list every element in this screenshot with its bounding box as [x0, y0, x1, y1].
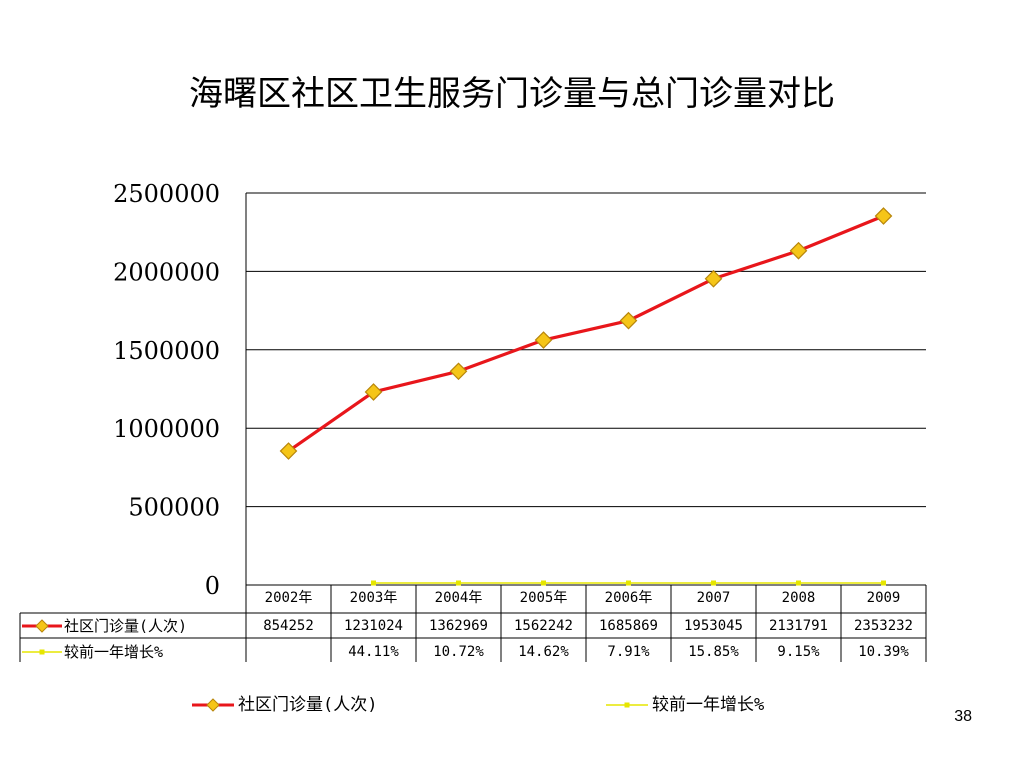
page-number: 38 — [954, 708, 972, 725]
visits-point — [534, 331, 553, 349]
x-tick-label: 2006年 — [604, 590, 653, 606]
y-tick-label: 2500000 — [113, 180, 220, 208]
y-tick-label: 500000 — [128, 494, 220, 522]
x-tick-label: 2003年 — [349, 590, 398, 606]
series-label-visits: 社区门诊量(人次) — [64, 617, 188, 635]
x-tick-label: 2007 — [696, 590, 731, 606]
y-tick-label: 1500000 — [113, 337, 220, 365]
table-header-row: 2002年 2003年 2004年 2005年 2006年 2007 2008 2009 — [20, 585, 926, 611]
legend-marker — [39, 649, 45, 655]
legend-key-growth — [606, 702, 648, 708]
y-tick-label: 0 — [205, 572, 220, 600]
y-tick-label: 1000000 — [113, 415, 220, 443]
legend-label-growth: 较前一年增长% — [652, 695, 765, 715]
growth-point — [456, 580, 461, 586]
data-label-visits: 2131791 — [768, 618, 828, 634]
visits-point — [364, 383, 383, 401]
data-label-growth: 9.15% — [777, 644, 820, 660]
y-tick-label: 2000000 — [113, 258, 220, 286]
data-label-visits: 1562242 — [513, 618, 573, 634]
x-tick-label: 2004年 — [434, 590, 483, 606]
growth-legend-key — [22, 649, 62, 655]
legend-item-visits: 社区门诊量(人次) — [190, 692, 510, 718]
data-label-growth: 10.72% — [433, 644, 484, 660]
data-label-visits: 1953045 — [683, 618, 743, 634]
legend-key-visits — [192, 698, 234, 712]
x-tick-label: 2002年 — [264, 590, 313, 606]
data-label-growth: 14.62% — [518, 644, 569, 660]
data-label-growth: 44.11% — [348, 644, 399, 660]
x-tick-label: 2005年 — [519, 590, 568, 606]
data-label-growth: 15.85% — [688, 644, 739, 660]
visits-point — [704, 269, 723, 288]
growth-point — [541, 580, 546, 586]
growth-point — [796, 580, 801, 586]
data-label-visits: 1685869 — [598, 618, 658, 634]
visits-point — [279, 442, 298, 460]
data-label-visits: 854252 — [263, 618, 314, 634]
data-table: 2002年 2003年 2004年 2005年 2006年 2007 2008 2009 社区… — [20, 585, 926, 665]
data-label-visits: 2353232 — [853, 618, 913, 634]
legend-label-visits: 社区门诊量(人次) — [238, 695, 378, 715]
chart-title: 海曙区社区卫生服务门诊量与总门诊量对比 — [189, 74, 835, 114]
visits-series-line — [287, 214, 885, 453]
visits-point — [789, 241, 808, 260]
data-label-growth: 7.91% — [607, 644, 650, 660]
legend-marker — [206, 698, 220, 712]
growth-point — [626, 580, 631, 586]
data-label-visits: 1362969 — [428, 618, 488, 634]
series-label-growth: 较前一年增长% — [64, 643, 164, 661]
visits-point — [874, 207, 893, 225]
growth-point — [881, 580, 886, 586]
legend-marker — [35, 619, 49, 633]
growth-point — [711, 580, 716, 586]
legend-marker — [624, 702, 630, 708]
legend-item-growth: 较前一年增长% — [604, 692, 864, 718]
x-tick-label: 2009 — [866, 590, 901, 606]
growth-point — [371, 580, 376, 586]
data-label-visits: 1231024 — [343, 618, 403, 634]
table-row-growth: 较前一年增长% 44.11% 10.72% 14.62% 7.91% 15.85% 9.1… — [20, 639, 926, 665]
table-row-visits: 社区门诊量(人次) 854252 1231024 1362969 1562242 168… — [20, 613, 926, 639]
data-label-growth: 10.39% — [858, 644, 909, 660]
visits-legend-key — [22, 619, 62, 633]
x-tick-label: 2008 — [781, 590, 816, 606]
visits-point — [449, 362, 468, 381]
visits-point — [619, 311, 638, 330]
